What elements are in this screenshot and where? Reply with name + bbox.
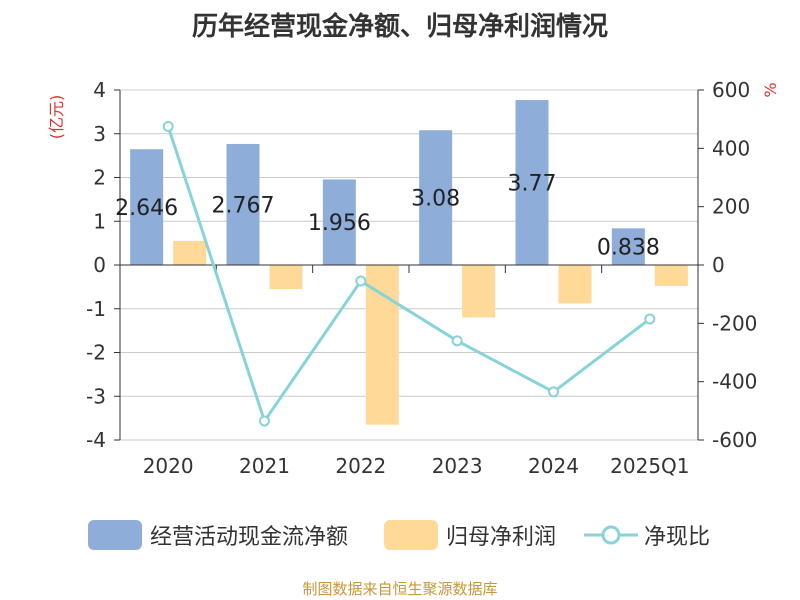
bar-net-profit-2020 bbox=[173, 240, 207, 265]
bar-net-profit-2023 bbox=[462, 265, 496, 318]
bar-cash-flow-2025Q1 bbox=[611, 228, 645, 265]
right-tick-label: -600 bbox=[712, 428, 757, 452]
ratio-point-2023 bbox=[451, 335, 463, 347]
left-axis-unit: (亿元) bbox=[47, 95, 66, 140]
bar-net-profit-2025Q1 bbox=[654, 265, 688, 286]
chart-title: 历年经营现金净额、归母净利润情况 bbox=[191, 12, 608, 42]
legend-swatch-cash-flow bbox=[88, 520, 142, 550]
left-tick-label: 1 bbox=[93, 209, 106, 233]
right-tick-label: 0 bbox=[712, 253, 725, 277]
legend-item-net-profit[interactable]: 归母净利润 bbox=[384, 518, 556, 552]
bar-cash-flow-2022 bbox=[322, 179, 356, 265]
left-tick-label: 3 bbox=[93, 122, 106, 146]
ratio-point-2025Q1 bbox=[644, 313, 656, 325]
right-tick-label: -200 bbox=[712, 311, 757, 335]
bar-cash-flow-2020 bbox=[130, 149, 164, 265]
bar-net-profit-2021 bbox=[269, 265, 303, 290]
ratio-polyline bbox=[166, 125, 651, 425]
left-tick-label: 2 bbox=[93, 166, 106, 190]
right-tick-label: -400 bbox=[712, 370, 757, 394]
x-tick-label: 2022 bbox=[335, 454, 386, 478]
bar-net-profit-2024 bbox=[558, 265, 592, 304]
gridlines bbox=[120, 89, 698, 441]
ratio-point-2021 bbox=[259, 415, 270, 427]
ratio-point-2024 bbox=[548, 386, 559, 398]
x-tick-label: 2024 bbox=[528, 454, 579, 478]
bar-net-profit-2022 bbox=[365, 265, 399, 425]
left-tick-label: -4 bbox=[86, 428, 106, 452]
bar-cash-flow-2023 bbox=[419, 130, 453, 265]
data-label-cash-flow-2022: 1.956 bbox=[308, 211, 371, 236]
x-tick-label: 2020 bbox=[143, 454, 194, 478]
data-label-cash-flow-2023: 3.08 bbox=[411, 187, 460, 212]
ratio-point-2020 bbox=[162, 120, 174, 132]
left-tick-label: -3 bbox=[86, 384, 106, 408]
x-tick-label: 2021 bbox=[239, 454, 290, 478]
axes: -4 -3 -2 -1 0 1 2 3 4 -600 -400 -200 0 200 400 600 (亿元)%… bbox=[47, 78, 780, 478]
x-tick-label: 2025Q1 bbox=[610, 454, 689, 478]
data-label-cash-flow-2025Q1: 0.838 bbox=[597, 236, 660, 261]
legend-swatch-ratio bbox=[584, 525, 638, 545]
labels: 2.646 2.767 1.956 3.08 3.77 0.838 bbox=[115, 172, 660, 261]
x-tick-label: 2023 bbox=[432, 454, 483, 478]
right-axis-unit: % bbox=[761, 82, 780, 97]
bars bbox=[130, 100, 688, 425]
ratio-line bbox=[162, 120, 656, 427]
bar-cash-flow-2021 bbox=[226, 143, 260, 265]
legend-label-cash-flow: 经营活动现金流净额 bbox=[150, 525, 349, 550]
ratio-point-2022 bbox=[355, 275, 367, 287]
data-label-cash-flow-2021: 2.767 bbox=[212, 193, 275, 218]
source-note: 制图数据来自恒生聚源数据库 bbox=[302, 580, 498, 598]
right-tick-label: 400 bbox=[712, 136, 750, 160]
left-tick-label: -1 bbox=[86, 297, 106, 321]
left-tick-label: 4 bbox=[93, 78, 106, 102]
legend-item-ratio[interactable]: 净现比 bbox=[584, 518, 710, 552]
legend-item-cash-flow[interactable]: 经营活动现金流净额 bbox=[88, 518, 348, 552]
bar-cash-flow-2024 bbox=[515, 100, 549, 265]
legend-label-ratio: 净现比 bbox=[644, 525, 711, 550]
right-tick-label: 600 bbox=[712, 78, 750, 102]
left-tick-label: 0 bbox=[93, 253, 106, 277]
legend-label-net-profit: 归母净利润 bbox=[446, 525, 557, 550]
left-tick-label: -2 bbox=[86, 341, 106, 365]
data-label-cash-flow-2024: 3.77 bbox=[508, 172, 557, 197]
right-tick-label: 200 bbox=[712, 195, 750, 219]
legend-swatch-net-profit bbox=[384, 520, 438, 550]
data-label-cash-flow-2020: 2.646 bbox=[115, 196, 178, 221]
